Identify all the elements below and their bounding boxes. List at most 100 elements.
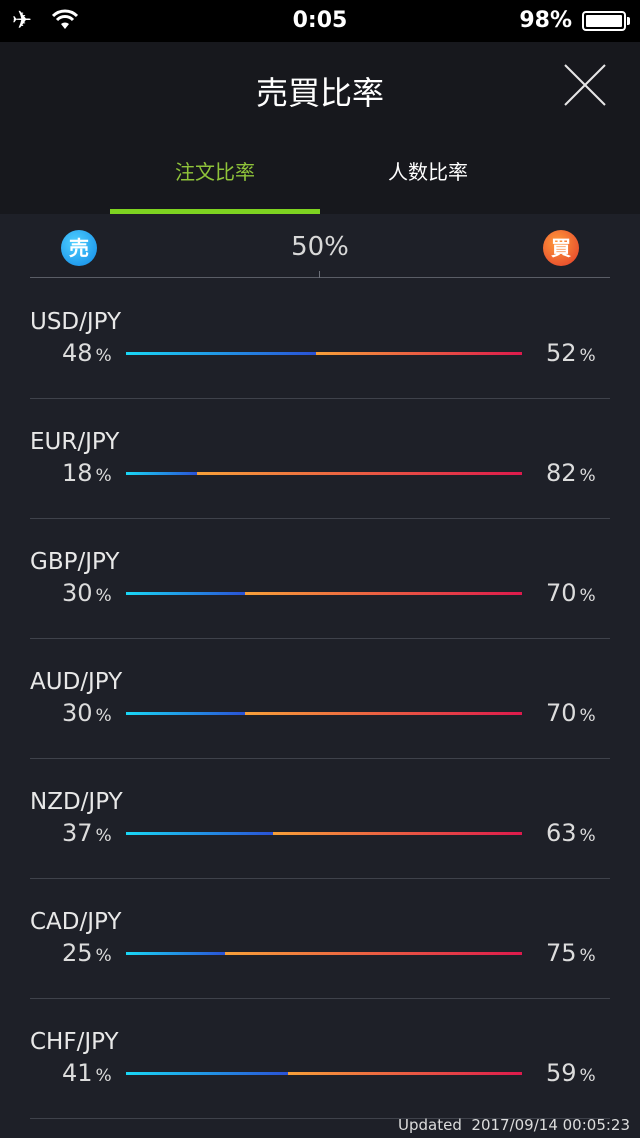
updated-label: Updated — [398, 1116, 462, 1134]
currency-pair-row: NZD/JPY 37% 63% — [0, 759, 640, 879]
buy-ratio: 70% — [546, 699, 596, 727]
pair-name: CHF/JPY — [30, 1029, 119, 1055]
buy-ratio: 59% — [546, 1059, 596, 1087]
clock: 0:05 — [292, 8, 348, 33]
sell-ratio: 48% — [62, 339, 112, 367]
battery-percentage: 98% — [519, 8, 572, 33]
buy-bar-segment — [197, 472, 522, 475]
ratio-bar — [126, 472, 522, 475]
pair-name: EUR/JPY — [30, 429, 120, 455]
pair-name: GBP/JPY — [30, 549, 120, 575]
currency-pair-row: USD/JPY 48% 52% — [0, 279, 640, 399]
active-tab-indicator — [110, 209, 320, 214]
percent-sign: % — [579, 346, 596, 366]
row-divider — [30, 638, 610, 639]
buy-badge: 買 — [543, 230, 579, 266]
sell-ratio: 30% — [62, 699, 112, 727]
pair-name: USD/JPY — [30, 309, 122, 335]
buy-value: 70 — [546, 579, 577, 607]
header: 売買比率 注文比率 人数比率 — [0, 42, 640, 214]
buy-ratio: 70% — [546, 579, 596, 607]
buy-value: 59 — [546, 1059, 577, 1087]
row-divider — [30, 878, 610, 879]
buy-ratio: 82% — [546, 459, 596, 487]
sell-badge: 売 — [61, 230, 97, 266]
currency-pair-row: CAD/JPY 25% 75% — [0, 879, 640, 999]
row-divider — [30, 758, 610, 759]
percent-sign: % — [579, 946, 596, 966]
percent-sign: % — [95, 1066, 112, 1086]
page-title: 売買比率 — [255, 74, 384, 112]
buy-ratio: 75% — [546, 939, 596, 967]
pair-name: AUD/JPY — [30, 669, 123, 695]
wifi-icon — [52, 9, 78, 29]
row-divider — [30, 398, 610, 399]
midpoint-tick — [319, 271, 320, 278]
row-divider — [30, 1118, 610, 1119]
ratio-bar — [126, 832, 522, 835]
buy-bar-segment — [225, 952, 522, 955]
buy-bar-segment — [245, 712, 522, 715]
ratio-scale-header: 売 50% 買 — [0, 214, 640, 278]
ratio-bar — [126, 952, 522, 955]
close-icon[interactable] — [560, 60, 610, 110]
buy-bar-segment — [245, 592, 522, 595]
sell-bar-segment — [126, 592, 245, 595]
tab-people-ratio[interactable]: 人数比率 — [388, 160, 468, 184]
currency-pair-row: EUR/JPY 18% 82% — [0, 399, 640, 519]
percent-sign: % — [95, 466, 112, 486]
airplane-mode-icon: ✈ — [12, 6, 33, 34]
ratio-bar — [126, 352, 522, 355]
percent-sign: % — [95, 946, 112, 966]
scale-divider — [30, 277, 610, 278]
percent-sign: % — [95, 586, 112, 606]
sell-value: 48 — [62, 339, 93, 367]
sell-value: 25 — [62, 939, 93, 967]
tab-order-ratio[interactable]: 注文比率 — [175, 160, 255, 184]
sell-ratio: 41% — [62, 1059, 112, 1087]
percent-sign: % — [579, 826, 596, 846]
sell-bar-segment — [126, 952, 225, 955]
buy-ratio: 52% — [546, 339, 596, 367]
percent-sign: % — [579, 706, 596, 726]
buy-value: 75 — [546, 939, 577, 967]
row-divider — [30, 518, 610, 519]
ratio-bar — [126, 592, 522, 595]
sell-bar-segment — [126, 352, 316, 355]
percent-sign: % — [95, 826, 112, 846]
sell-bar-segment — [126, 1072, 288, 1075]
row-divider — [30, 998, 610, 999]
updated-timestamp: Updated 2017/09/14 00:05:23 — [398, 1116, 630, 1134]
currency-pair-row: GBP/JPY 30% 70% — [0, 519, 640, 639]
percent-sign: % — [579, 586, 596, 606]
battery-icon — [582, 11, 630, 31]
ratio-bar — [126, 1072, 522, 1075]
sell-ratio: 25% — [62, 939, 112, 967]
buy-bar-segment — [273, 832, 522, 835]
buy-value: 63 — [546, 819, 577, 847]
percent-sign: % — [95, 706, 112, 726]
ratio-bar — [126, 712, 522, 715]
buy-ratio: 63% — [546, 819, 596, 847]
buy-value: 82 — [546, 459, 577, 487]
sell-value: 41 — [62, 1059, 93, 1087]
updated-time: 2017/09/14 00:05:23 — [471, 1116, 630, 1134]
buy-bar-segment — [288, 1072, 522, 1075]
percent-sign: % — [95, 346, 112, 366]
sell-bar-segment — [126, 712, 245, 715]
pair-name: CAD/JPY — [30, 909, 122, 935]
buy-value: 52 — [546, 339, 577, 367]
sell-bar-segment — [126, 472, 197, 475]
sell-value: 30 — [62, 699, 93, 727]
sell-ratio: 30% — [62, 579, 112, 607]
sell-ratio: 18% — [62, 459, 112, 487]
percent-sign: % — [579, 1066, 596, 1086]
currency-pair-row: CHF/JPY 41% 59% — [0, 999, 640, 1119]
sell-value: 30 — [62, 579, 93, 607]
currency-pair-row: AUD/JPY 30% 70% — [0, 639, 640, 759]
midpoint-label: 50% — [291, 232, 349, 262]
status-bar: ✈ 0:05 98% — [0, 0, 640, 42]
sell-bar-segment — [126, 832, 273, 835]
percent-sign: % — [579, 466, 596, 486]
sell-ratio: 37% — [62, 819, 112, 847]
